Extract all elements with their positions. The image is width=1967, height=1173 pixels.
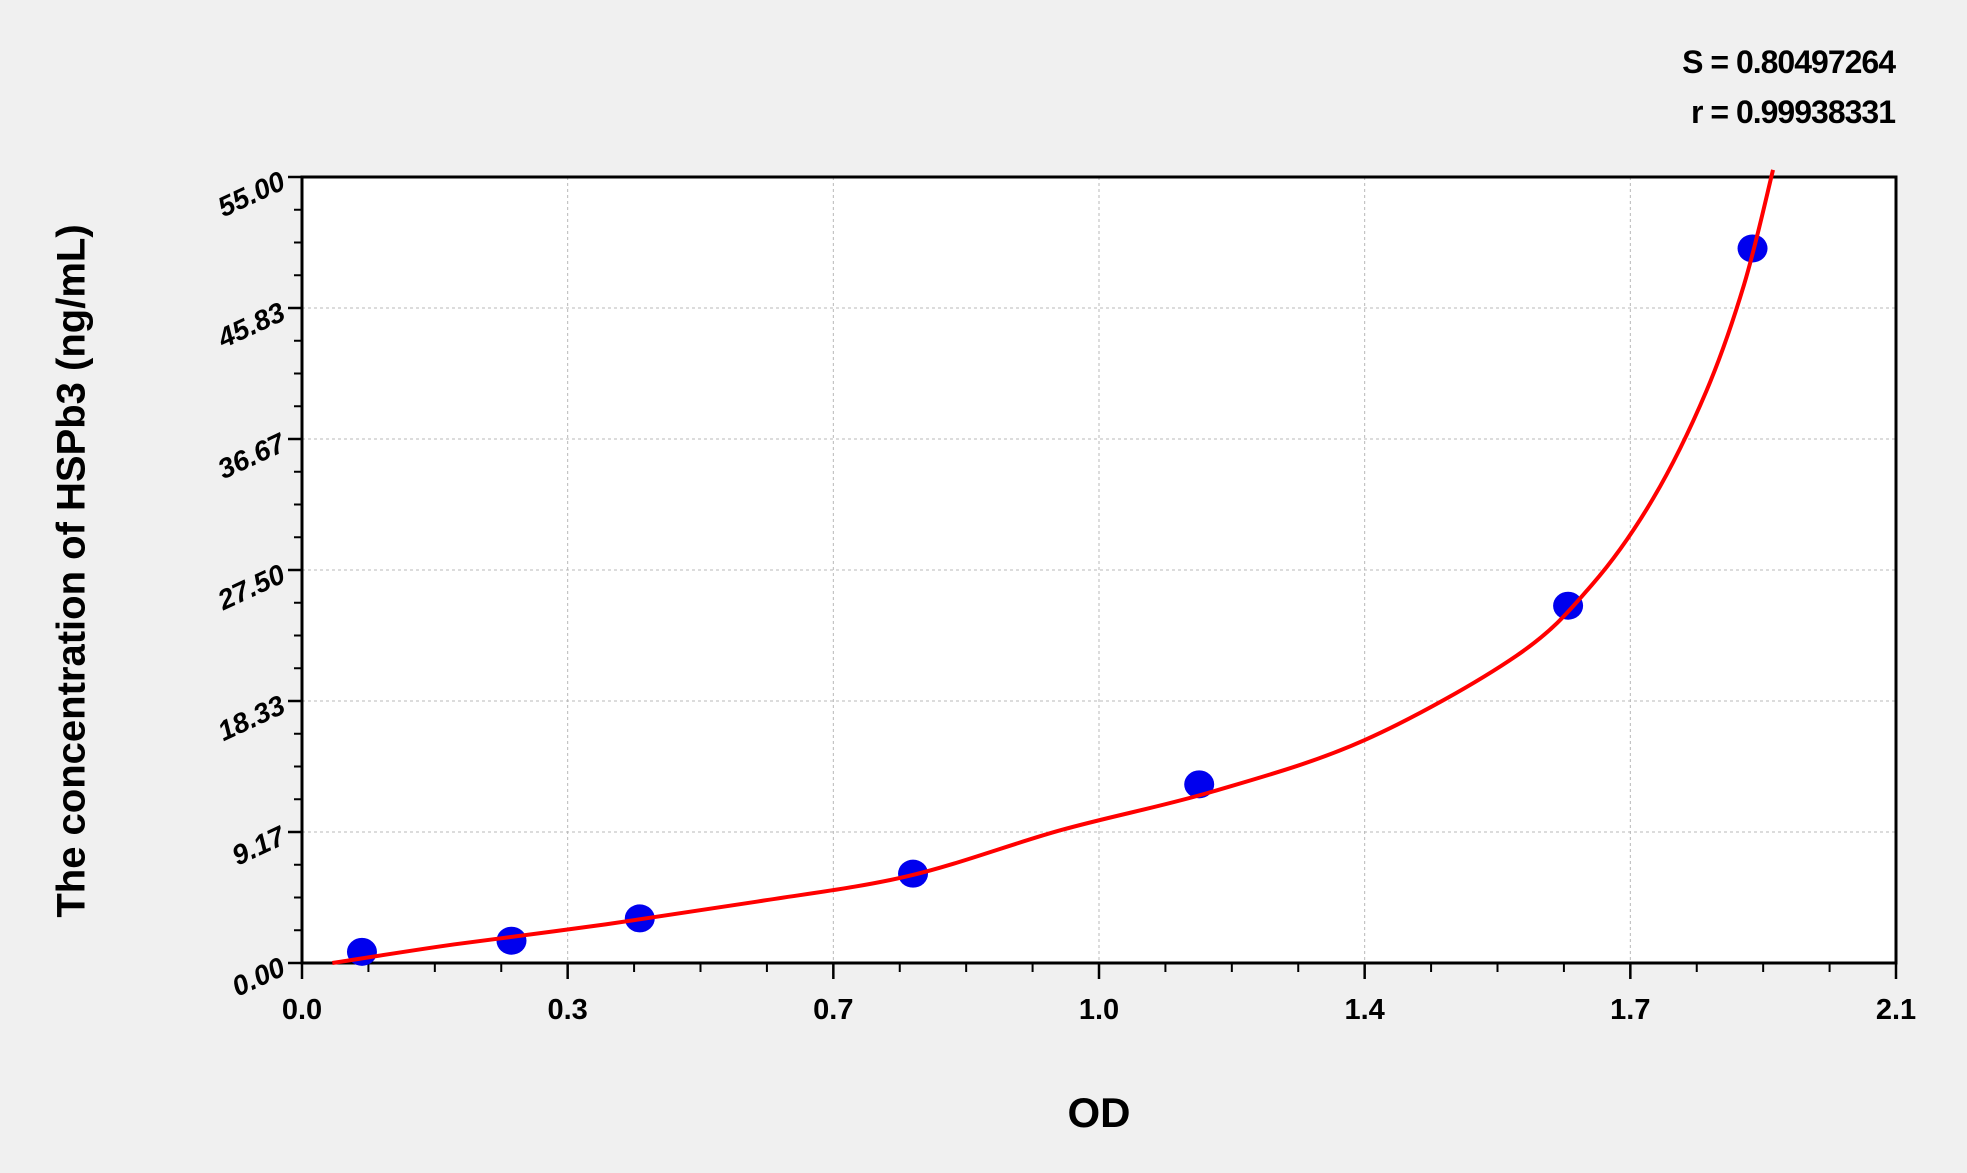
x-tick-label: 0.7 — [813, 994, 853, 1026]
r-value-annotation: r = 0.99938331 — [1691, 94, 1896, 130]
x-tick-label: 0.0 — [282, 994, 322, 1026]
x-tick-label: 1.7 — [1610, 994, 1650, 1026]
s-value-annotation: S = 0.80497264 — [1682, 44, 1896, 80]
x-tick-label: 1.4 — [1345, 994, 1385, 1026]
x-axis-title: OD — [1067, 1089, 1131, 1136]
y-tick-label: 55.00 — [213, 165, 290, 223]
y-tick-label: 27.50 — [212, 558, 290, 616]
y-tick-label: 45.83 — [212, 296, 290, 354]
x-tick-label: 2.1 — [1876, 994, 1916, 1026]
y-tick-label: 36.67 — [213, 427, 291, 485]
x-tick-label: 1.0 — [1079, 994, 1119, 1026]
data-point — [496, 926, 527, 955]
data-point — [1553, 591, 1584, 620]
y-tick-label: 9.17 — [227, 820, 291, 872]
plot-frame — [300, 175, 1898, 965]
y-axis-title: The concentration of HSPb3 (ng/mL) — [49, 224, 94, 918]
y-tick-label: 0.00 — [227, 951, 290, 1002]
x-tick-label: 0.3 — [548, 994, 588, 1026]
fit-curve — [332, 169, 1775, 965]
y-tick-label: 18.33 — [213, 689, 290, 747]
